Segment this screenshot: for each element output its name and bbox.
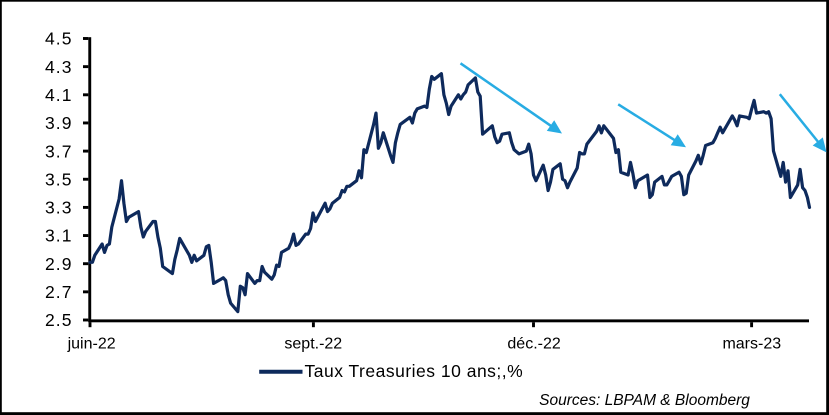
- svg-text:2.5: 2.5: [45, 310, 73, 330]
- svg-text:4.1: 4.1: [45, 85, 73, 105]
- svg-text:4.5: 4.5: [45, 29, 73, 49]
- svg-text:juin-22: juin-22: [67, 335, 116, 352]
- svg-text:Sources: LBPAM & Bloomberg: Sources: LBPAM & Bloomberg: [539, 392, 750, 409]
- svg-text:2.7: 2.7: [45, 282, 73, 302]
- svg-text:sept.-22: sept.-22: [284, 335, 342, 352]
- svg-text:2.9: 2.9: [45, 254, 73, 274]
- svg-text:Taux Treasuries 10 ans;,%: Taux Treasuries 10 ans;,%: [305, 361, 524, 381]
- svg-text:3.9: 3.9: [45, 113, 73, 133]
- svg-text:3.5: 3.5: [45, 169, 73, 189]
- svg-text:3.7: 3.7: [45, 141, 73, 161]
- svg-text:déc.-22: déc.-22: [507, 335, 560, 352]
- svg-text:4.3: 4.3: [45, 57, 73, 77]
- svg-text:3.1: 3.1: [45, 226, 73, 246]
- svg-text:mars-23: mars-23: [722, 335, 781, 352]
- svg-text:3.3: 3.3: [45, 198, 73, 218]
